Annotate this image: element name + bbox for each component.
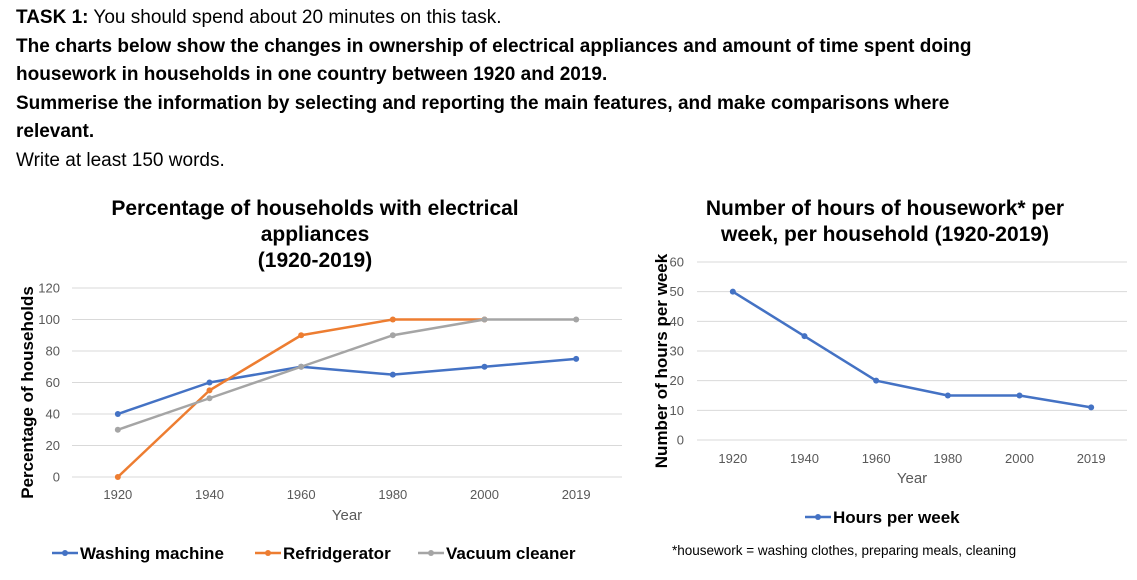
chart1-legend-marker	[428, 550, 434, 556]
prompt-line-1: The charts below show the changes in own…	[16, 35, 972, 57]
chart1-title-line-1: Percentage of households with electrical	[111, 197, 519, 220]
chart1-x-axis-label: Year	[332, 507, 362, 524]
chart1-y-tick-label: 20	[46, 438, 60, 453]
chart2-x-tick-label: 1980	[933, 451, 962, 466]
chart1-data-point	[114, 474, 121, 480]
chart2-title-line-2: week, per household (1920-2019)	[721, 223, 1049, 246]
chart2-title: Number of hours of housework* per week, …	[655, 196, 1115, 248]
chart2-data-point	[1016, 392, 1023, 399]
chart2-data-point	[1088, 404, 1095, 411]
chart1-y-tick-label: 80	[46, 344, 60, 359]
chart2-x-tick-label: 1960	[862, 451, 891, 466]
chart2-y-tick-label: 40	[670, 314, 684, 329]
prompt-line-4: relevant.	[16, 121, 95, 142]
chart2-data-point	[873, 377, 880, 384]
chart1-data-point	[298, 332, 305, 339]
chart1-data-point	[298, 363, 305, 370]
chart1-x-tick-label: 2019	[562, 487, 591, 502]
chart1-series-line-washing-machine	[117, 357, 577, 416]
chart1-y-tick-label: 100	[38, 312, 60, 327]
prompt-line-2: housework in households in one country b…	[16, 64, 608, 85]
chart1-data-point	[389, 371, 396, 378]
chart1-y-tick-label: 0	[53, 470, 60, 485]
chart1-data-point	[206, 387, 213, 394]
chart1-x-tick-label: 1980	[378, 487, 407, 502]
chart2-y-tick-label: 0	[677, 433, 684, 448]
task-instructions: TASK 1: You should spend about 20 minute…	[16, 4, 1126, 175]
chart1-data-point	[389, 316, 396, 323]
task-label: TASK 1:	[16, 7, 89, 28]
chart1-legend-label: Washing machine	[80, 544, 224, 563]
prompt-line-3: Summerise the information by selecting a…	[16, 92, 950, 114]
chart2-data-point	[801, 333, 808, 340]
chart1-x-tick-label: 2000	[470, 487, 499, 502]
footnote: *housework = washing clothes, preparing …	[672, 543, 1017, 558]
chart1-x-tick-label: 1960	[287, 487, 316, 502]
chart1-data-point	[481, 316, 488, 323]
chart2-series-line-hours-per-week	[732, 290, 1092, 409]
chart1-title: Percentage of households with electrical…	[60, 196, 570, 274]
chart1-y-tick-label: 120	[38, 281, 60, 296]
chart1-legend-marker	[265, 550, 271, 556]
chart1-series-line-vacuum-cleaner	[117, 318, 577, 431]
chart2-x-tick-label: 2000	[1005, 451, 1034, 466]
chart1-data-point	[573, 355, 580, 362]
chart1-x-tick-label: 1940	[195, 487, 224, 502]
chart1-legend-marker	[62, 550, 68, 556]
chart1-data-point	[206, 395, 213, 402]
chart2-y-tick-label: 30	[670, 344, 684, 359]
chart1-data-point	[481, 363, 488, 370]
chart1-data-point	[389, 332, 396, 339]
chart2-y-tick-label: 10	[670, 403, 684, 418]
chart1-y-axis-label: Percentage of households	[18, 286, 37, 499]
chart1-title-line-2: appliances	[260, 223, 370, 246]
chart2-x-tick-label: 1920	[718, 451, 747, 466]
chart2-data-point	[729, 288, 736, 295]
chart1-series-line-refridgerator	[116, 318, 485, 478]
chart2-y-tick-label: 20	[670, 373, 684, 388]
chart2-legend-marker	[815, 514, 821, 520]
chart1-data-point	[573, 316, 580, 323]
chart1-legend-label: Refridgerator	[283, 544, 391, 563]
chart2-title-line-1: Number of hours of housework* per	[705, 197, 1065, 220]
chart2-x-tick-label: 2019	[1077, 451, 1106, 466]
chart2-legend-label: Hours per week	[833, 508, 960, 527]
chart2-x-tick-label: 1940	[790, 451, 819, 466]
word-count-note: Write at least 150 words.	[16, 149, 225, 171]
chart1-data-point	[114, 426, 121, 433]
chart2-data-point	[944, 392, 951, 399]
chart2-y-tick-label: 50	[670, 284, 684, 299]
chart1-title-line-3: (1920-2019)	[257, 249, 373, 272]
chart2-y-axis-label: Number of hours per week	[652, 253, 671, 468]
chart2-x-axis-label: Year	[897, 470, 927, 487]
chart2-y-tick-label: 60	[670, 255, 684, 270]
chart1-data-point	[114, 411, 121, 417]
chart1-x-tick-label: 1920	[103, 487, 132, 502]
chart1-y-tick-label: 40	[46, 407, 60, 422]
time-note: You should spend about 20 minutes on thi…	[88, 7, 502, 28]
task-header-line: TASK 1: You should spend about 20 minute…	[16, 4, 1126, 33]
chart1-legend-label: Vacuum cleaner	[446, 544, 576, 563]
chart1-y-tick-label: 60	[46, 375, 60, 390]
chart1-data-point	[206, 379, 213, 386]
